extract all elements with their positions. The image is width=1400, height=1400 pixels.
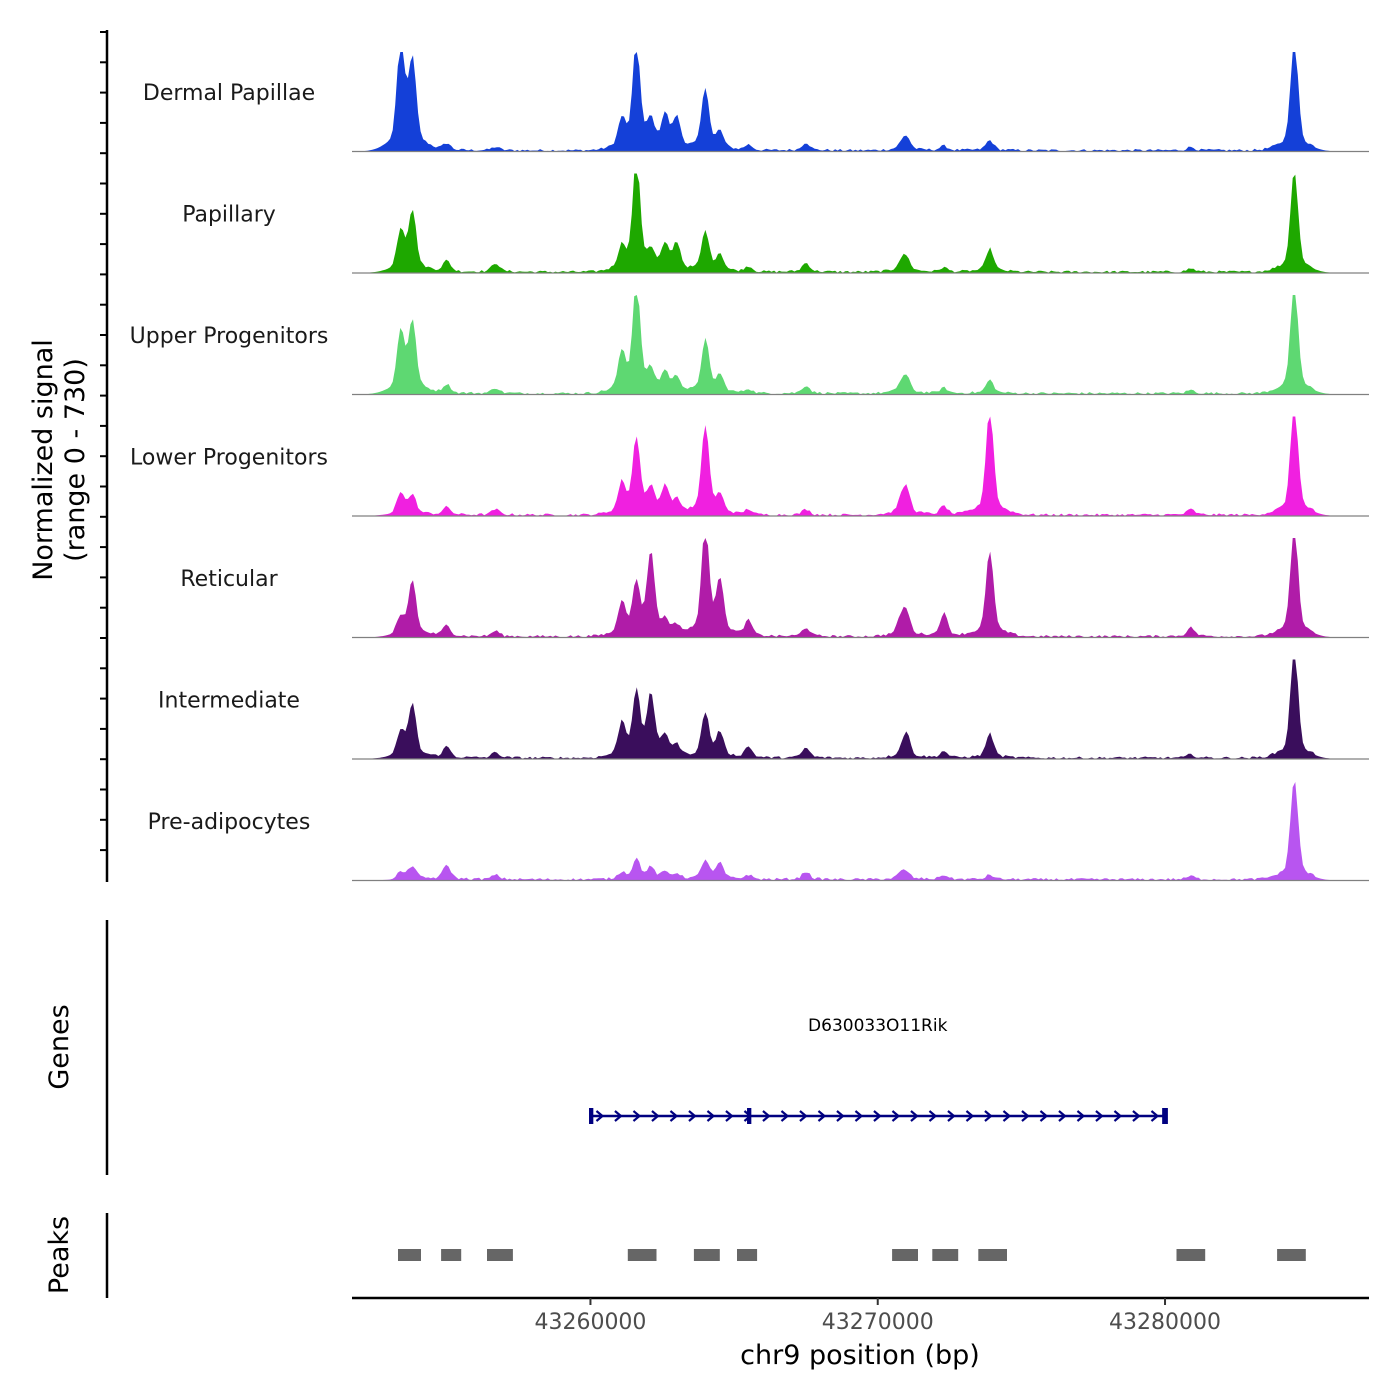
track-label: Upper Progenitors: [130, 324, 329, 349]
strand-arrow: [725, 1110, 734, 1122]
peak-region: [932, 1249, 959, 1261]
strand-arrow: [1150, 1110, 1160, 1122]
x-tick-label: 43260000: [534, 1310, 646, 1335]
strand-arrow: [651, 1110, 660, 1122]
strand-arrow: [780, 1110, 790, 1122]
coverage-area: [352, 173, 1369, 273]
strand-arrow: [614, 1110, 623, 1122]
peaks-panel-title: Peaks: [44, 1216, 75, 1294]
peak-region: [487, 1249, 513, 1261]
strand-arrow: [984, 1110, 993, 1122]
coverage-tracks: Dermal Papillae Papillary Upper Progenitor…: [130, 52, 1369, 882]
track-pre-adipocytes: Pre-adipocytes: [148, 782, 1369, 882]
strand-arrow: [836, 1110, 845, 1122]
track-reticular: Reticular: [180, 538, 1369, 639]
peak-region: [1277, 1249, 1306, 1261]
coverage-area: [352, 52, 1369, 152]
x-axis-title: chr9 position (bp): [740, 1340, 980, 1371]
strand-arrow: [928, 1110, 938, 1122]
strand-arrow: [669, 1110, 679, 1122]
coverage-area: [352, 659, 1369, 759]
track-label: Reticular: [180, 567, 278, 592]
strand-arrow: [817, 1110, 827, 1122]
peak-region: [398, 1249, 421, 1261]
track-papillary: Papillary: [182, 173, 1369, 274]
peak-track: [398, 1249, 1306, 1261]
strand-arrow: [1058, 1110, 1067, 1122]
strand-arrow: [910, 1110, 919, 1122]
strand-arrow: [1113, 1110, 1123, 1122]
gene-track: D630033O11Rik: [589, 1016, 1168, 1124]
peak-region: [978, 1249, 1007, 1261]
strand-arrow: [891, 1110, 901, 1122]
gene-name: D630033O11Rik: [808, 1016, 948, 1036]
strand-arrow: [706, 1110, 716, 1122]
track-upper-progenitors: Upper Progenitors: [130, 295, 1369, 396]
strand-arrow: [1095, 1110, 1104, 1122]
y-axis-range: (range 0 - 730): [60, 358, 91, 562]
strand-arrow: [595, 1110, 605, 1122]
track-label: Lower Progenitors: [130, 446, 328, 471]
peak-region: [892, 1249, 918, 1261]
strand-arrow: [688, 1110, 697, 1122]
strand-arrow: [632, 1110, 642, 1122]
x-axis-ticks: 43260000 43270000 43280000: [534, 1298, 1221, 1335]
track-label: Papillary: [182, 203, 276, 228]
gene-exon: [1162, 1108, 1168, 1124]
strand-arrow: [762, 1110, 771, 1122]
y-axis-ticks: [100, 31, 107, 852]
strand-arrow: [799, 1110, 808, 1122]
track-label: Intermediate: [158, 689, 300, 714]
strand-arrow: [965, 1110, 975, 1122]
strand-arrow: [1002, 1110, 1012, 1122]
y-axis-title: Normalized signal: [28, 339, 59, 581]
genes-panel-title: Genes: [44, 1004, 75, 1089]
peak-region: [627, 1249, 657, 1261]
x-tick-label: 43280000: [1109, 1310, 1221, 1335]
strand-arrow: [854, 1110, 864, 1122]
peak-region: [693, 1249, 720, 1261]
strand-arrow: [1076, 1110, 1086, 1122]
coverage-area: [352, 416, 1369, 516]
track-label: Dermal Papillae: [143, 81, 315, 106]
peak-region: [737, 1249, 758, 1261]
peak-region: [441, 1249, 462, 1261]
gene-exon: [747, 1108, 752, 1124]
track-intermediate: Intermediate: [158, 659, 1369, 760]
track-lower-progenitors: Lower Progenitors: [130, 416, 1369, 517]
track-dermal-papillae: Dermal Papillae: [143, 52, 1369, 153]
strand-arrow: [1039, 1110, 1049, 1122]
peak-region: [1176, 1249, 1206, 1261]
x-tick-label: 43270000: [822, 1310, 934, 1335]
coverage-area: [352, 782, 1369, 881]
strand-arrow: [1132, 1110, 1141, 1122]
coverage-area: [352, 538, 1369, 638]
strand-arrow: [1021, 1110, 1030, 1122]
strand-arrow: [947, 1110, 956, 1122]
track-label: Pre-adipocytes: [148, 810, 311, 835]
gene-exon: [589, 1108, 594, 1124]
strand-arrow: [873, 1110, 882, 1122]
coverage-area: [352, 295, 1369, 395]
